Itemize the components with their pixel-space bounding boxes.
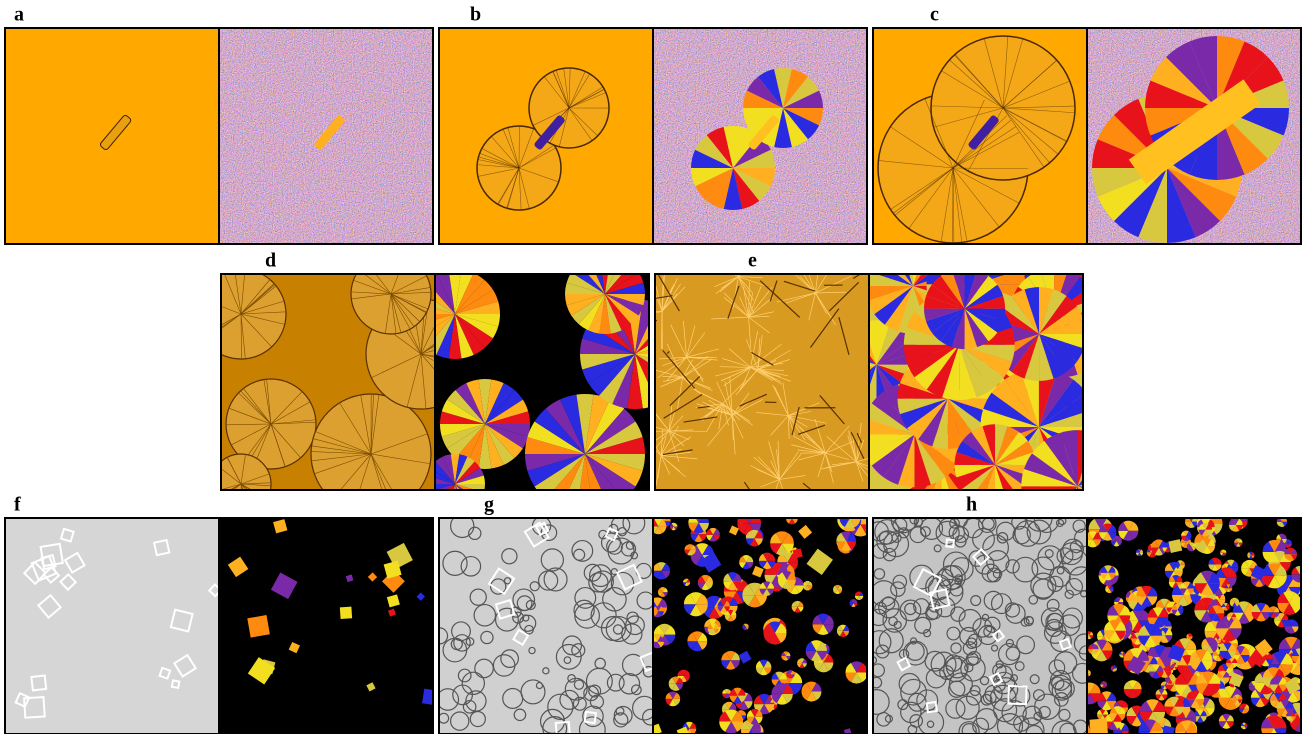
figure: a b c d e f g h	[0, 0, 1307, 734]
grain-wedge	[1077, 486, 1130, 519]
image-panel	[864, 506, 1094, 734]
panel-label: h	[966, 494, 977, 516]
grain-wedge	[1024, 486, 1077, 519]
image-panel	[439, 28, 653, 244]
page: abcdefgh (() => { const data = JSON.pars…	[0, 0, 1307, 734]
image-panel	[647, 507, 872, 734]
cube-crystal	[1168, 539, 1182, 553]
image-panel	[1079, 510, 1307, 734]
image-panel	[1087, 28, 1301, 244]
panel-label: g	[484, 494, 494, 516]
panel-label: e	[748, 250, 757, 272]
grain-wedge	[1077, 486, 1133, 503]
image-panel	[620, 242, 886, 519]
grain-wedge	[1077, 469, 1133, 486]
panel-label: a	[14, 4, 24, 26]
panel-label: b	[470, 4, 481, 26]
image-panel	[653, 28, 867, 244]
grain-wedge	[1077, 441, 1122, 486]
panel-label: c	[930, 4, 939, 26]
cube-crystal	[247, 615, 270, 638]
grain-wedge	[840, 509, 850, 518]
image-panel	[832, 235, 1133, 543]
cube-crystal	[1089, 718, 1108, 734]
image-panel	[219, 518, 439, 734]
cube-crystal	[340, 607, 352, 619]
grain-wedge	[850, 509, 860, 518]
grain-wedge	[845, 508, 855, 518]
image-panel	[5, 28, 219, 244]
background	[5, 518, 219, 734]
fibril	[730, 252, 738, 276]
panel-label: d	[265, 250, 276, 272]
grain-wedge	[1077, 430, 1094, 486]
panel-label: f	[14, 494, 21, 516]
image-panel	[432, 512, 660, 734]
image-panel	[5, 518, 221, 734]
cube-crystal	[422, 689, 439, 706]
image-panel	[873, 28, 1087, 244]
image-panel	[219, 28, 433, 244]
grain-wedge	[1077, 453, 1130, 486]
